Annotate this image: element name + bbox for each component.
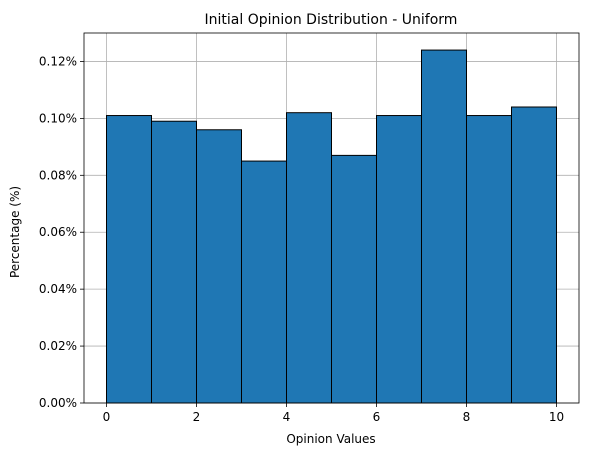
histogram-bar-2 [196, 129, 242, 404]
histogram-bar-5 [331, 154, 377, 404]
y-axis-ticks: 0.00% 0.02% 0.04% 0.06% 0.08% 0.10% 0.12% [39, 54, 84, 410]
y-tick-label-6: 0.12% [39, 54, 77, 68]
histogram-bar-3 [241, 160, 287, 404]
histogram-bar-9 [511, 106, 557, 404]
x-tick-label-5: 10 [549, 410, 564, 424]
y-tick-label-4: 0.08% [39, 168, 77, 182]
y-tick-label-2: 0.04% [39, 282, 77, 296]
y-axis-label: Percentage (%) [8, 186, 22, 278]
histogram-bar-8 [466, 115, 512, 404]
x-tick-label-1: 2 [193, 410, 201, 424]
axes-frame [83, 32, 580, 404]
x-tick-label-4: 8 [463, 410, 471, 424]
chart-title: Initial Opinion Distribution - Uniform [205, 12, 458, 28]
x-tick-label-3: 6 [373, 410, 381, 424]
histogram-bar-6 [376, 115, 422, 404]
x-tick-label-0: 0 [103, 410, 111, 424]
histogram-bar-0 [106, 115, 152, 404]
y-tick-label-1: 0.02% [39, 339, 77, 353]
histogram-bar-1 [151, 120, 197, 404]
y-tick-label-0: 0.00% [39, 396, 77, 410]
bars [106, 49, 557, 404]
x-tick-label-2: 4 [283, 410, 291, 424]
y-tick-label-3: 0.06% [39, 225, 77, 239]
y-tick-label-5: 0.10% [39, 111, 77, 125]
histogram-bar-7 [421, 49, 467, 404]
x-axis-label: Opinion Values [286, 432, 375, 446]
histogram-bar-4 [286, 112, 332, 404]
x-axis-ticks: 0 2 4 6 8 10 [103, 403, 564, 424]
